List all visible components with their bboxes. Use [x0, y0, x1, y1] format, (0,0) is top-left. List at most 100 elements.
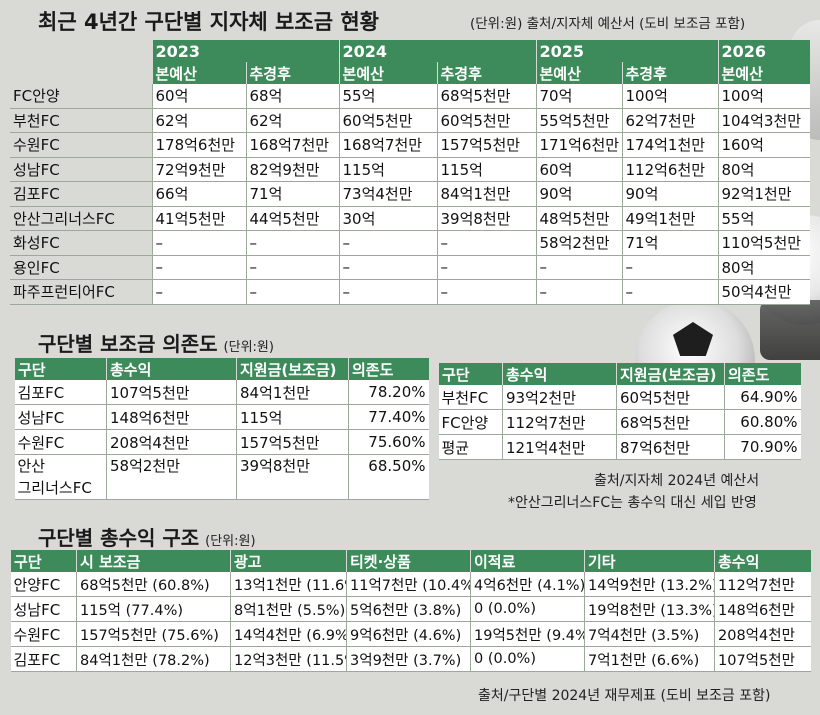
- table-row: 수원FC 208억4천만 157억5천만 75.60%: [14, 429, 429, 455]
- subsidy-value-cell: 60억5천만: [436, 108, 536, 133]
- header-advertising: 광고: [230, 550, 347, 572]
- budget-type-header: 추경후: [621, 62, 718, 84]
- subsidy-value-cell: 62억: [151, 108, 246, 133]
- year-header: 2025: [535, 40, 718, 62]
- subsidy-value-cell: 72억9천만: [151, 157, 246, 182]
- subsidy-cell: 115억: [236, 404, 349, 430]
- budget-type-header: 본예산: [338, 62, 437, 84]
- subsidy-value-cell: 112억6천만: [621, 157, 718, 182]
- team-name-cell: 부천FC: [438, 385, 503, 410]
- dependency-header-row: 구단 총수익 지원금(보조금) 의존도: [14, 358, 429, 380]
- revenue-component-cell: 107억5천만: [714, 646, 811, 672]
- revenue-component-cell: 115억 (77.4%): [76, 596, 231, 622]
- subsidy-value-cell: 80억: [717, 255, 810, 280]
- team-name-cell: 수원FC: [14, 429, 107, 455]
- team-name-cell: 용인FC: [10, 255, 152, 280]
- table-row: 안산 그리너스FC 58억2천만 39억8천만 68.50%: [14, 454, 429, 500]
- team-name-cell: 안양FC: [10, 572, 77, 597]
- subsidy-cell: 87억6천만: [616, 434, 725, 460]
- subsidy-value-cell: 171억6천만: [535, 132, 622, 158]
- section1-title-text: 최근 4년간 구단별 지자체 보조금 현황: [38, 10, 379, 34]
- budget-type-header: 본예산: [535, 62, 622, 84]
- ratio-cell: 77.40%: [348, 404, 429, 430]
- section2-unit: (단위:원): [223, 340, 274, 355]
- revenue-component-cell: 19억5천만 (9.4%): [470, 621, 585, 647]
- revenue-cell: 58억2천만: [106, 454, 237, 500]
- header-transfer-fee: 이적료: [470, 550, 585, 572]
- subsidy-value-cell: 66억: [151, 181, 246, 207]
- header-subsidy: 지원금(보조금): [236, 358, 349, 380]
- ratio-cell: 64.90%: [724, 385, 801, 410]
- team-name-cell: FC안양: [10, 84, 152, 109]
- subsidy-value-cell: 48억5천만: [535, 206, 622, 231]
- table-row: 부천FC 62억 62억 60억5천만 60억5천만 55억5천만 62억7천만 104억3천…: [10, 108, 810, 133]
- table-row: 수원FC 157억5천만 (75.6%) 14억4천만 (6.9%) 9억6천만 (4…: [10, 621, 811, 647]
- subsidy-value-cell: 60억5천만: [338, 108, 437, 133]
- team-name-cell: 안산 그리너스FC: [14, 454, 107, 500]
- header-city-subsidy: 시 보조금: [76, 550, 231, 572]
- subsidy-value-cell: –: [338, 230, 437, 256]
- revenue-header-row: 구단 시 보조금 광고 티켓·상품 이적료 기타 총수익: [10, 550, 811, 572]
- subsidy-value-cell: 104억3천만: [717, 108, 810, 133]
- subsidy-value-cell: 100억: [717, 84, 810, 109]
- team-name-cell: FC안양: [438, 409, 503, 435]
- team-name-cell: 김포FC: [10, 181, 152, 207]
- revenue-component-cell: 208억4천만: [714, 621, 811, 647]
- revenue-component-cell: 157억5천만 (75.6%): [76, 621, 231, 647]
- table-row: 부천FC 93억2천만 60억5천만 64.90%: [438, 385, 801, 410]
- revenue-cell: 121억4천만: [502, 434, 617, 460]
- revenue-component-cell: 9억6천만 (4.6%): [346, 621, 471, 647]
- year-header: 2026: [717, 40, 810, 62]
- table-row: 수원FC 178억6천만 168억7천만 168억7천만 157억5천만 171억6천만 1…: [10, 132, 810, 158]
- header-ticket-goods: 티켓·상품: [346, 550, 471, 572]
- header-team: 구단: [438, 363, 503, 385]
- header-ratio: 의존도: [724, 363, 801, 385]
- subsidy-value-cell: 115억: [436, 157, 536, 182]
- subsidy-value-cell: –: [338, 255, 437, 280]
- subsidy-cell: 68억5천만: [616, 409, 725, 435]
- subsidy-value-cell: –: [436, 279, 536, 305]
- subsidy-value-cell: –: [436, 255, 536, 280]
- subsidy-value-cell: 68억: [245, 84, 339, 109]
- section2-footnote: *안산그리너스FC는 총수익 대신 세입 반영: [508, 495, 757, 511]
- subsidy-value-cell: –: [621, 255, 718, 280]
- ratio-cell: 75.60%: [348, 429, 429, 455]
- section2-title: 구단별 보조금 의존도 (단위:원): [38, 328, 274, 357]
- revenue-component-cell: 68억5천만 (60.8%): [76, 572, 231, 597]
- subsidy-value-cell: 50억4천만: [717, 279, 810, 305]
- team-name-cell: 화성FC: [10, 230, 152, 256]
- header-revenue: 총수익: [106, 358, 237, 380]
- subsidy-value-cell: 90억: [621, 181, 718, 207]
- table-row: 용인FC – – – – – –80억: [10, 255, 810, 280]
- table-row: 파주프런티어FC – – – – – –50억4천만: [10, 279, 810, 305]
- subsidy-value-cell: 157억5천만: [436, 132, 536, 158]
- subsidy-value-cell: 44억5천만: [245, 206, 339, 231]
- revenue-component-cell: 7억1천만 (6.6%): [584, 646, 715, 672]
- subsidy-value-cell: –: [436, 230, 536, 256]
- revenue-component-cell: 19억8천만 (13.3%): [584, 596, 715, 622]
- subsidy-value-cell: 41억5천만: [151, 206, 246, 231]
- subsidy-value-cell: 60억: [535, 157, 622, 182]
- subsidy-value-cell: 60억: [151, 84, 246, 109]
- subsidy-value-cell: –: [338, 279, 437, 305]
- subsidy-cell: 84억1천만: [236, 380, 349, 405]
- subsidy-value-cell: –: [151, 255, 246, 280]
- team-name-cell: 성남FC: [10, 596, 77, 622]
- subsidy-value-cell: –: [151, 279, 246, 305]
- budget-type-header-row: 본예산 추경후 본예산 추경후 본예산 추경후 본예산: [10, 62, 810, 84]
- subsidy-value-cell: –: [535, 255, 622, 280]
- ratio-cell: 78.20%: [348, 380, 429, 405]
- revenue-cell: 93억2천만: [502, 385, 617, 410]
- team-name-cell: 안산그리너스FC: [10, 206, 152, 231]
- subsidy-value-cell: 71억: [245, 181, 339, 207]
- revenue-component-cell: 14억9천만 (13.2%): [584, 572, 715, 597]
- subsidy-history-table: 2023 2024 2025 2026 본예산 추경후 본예산 추경후 본예산 …: [10, 40, 810, 305]
- subsidy-value-cell: 55억: [717, 206, 810, 231]
- revenue-component-cell: 4억6천만 (4.1%): [470, 572, 585, 597]
- team-name-cell: 성남FC: [14, 404, 107, 430]
- table-row: 성남FC 115억 (77.4%) 8억1천만 (5.5%) 5억6천만 (3.8%)…: [10, 596, 811, 622]
- section1-unit-note: (단위:원) 출처/지자체 예산서 (도비 보조금 포함): [470, 16, 746, 32]
- subsidy-value-cell: 80억: [717, 157, 810, 182]
- subsidy-value-cell: 39억8천만: [436, 206, 536, 231]
